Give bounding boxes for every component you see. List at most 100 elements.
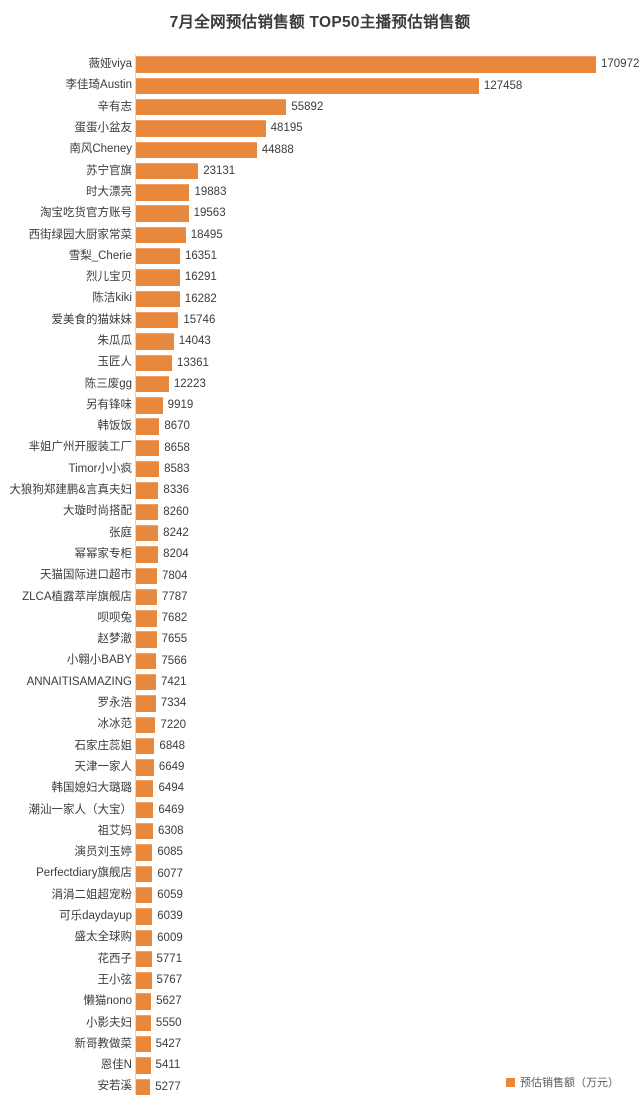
bar — [136, 162, 199, 180]
category-label: 韩国媳妇大璐璐 — [51, 782, 133, 795]
bar — [136, 567, 157, 584]
bar-value-label: 170972 — [601, 58, 640, 71]
category-label: 陈三废gg — [84, 377, 132, 390]
bar — [136, 141, 257, 158]
category-label: 韩饭饭 — [97, 420, 133, 433]
bar-row: 小影夫妇 5550 — [0, 1012, 640, 1033]
category-label: 大璇时尚搭配 — [63, 505, 132, 518]
category-label: 张庭 — [109, 526, 132, 539]
bar-and-value: 7566 — [136, 652, 187, 670]
bar — [136, 56, 596, 73]
category-label: Timor小小疯 — [68, 462, 132, 475]
bar — [136, 759, 154, 776]
bar-value-label: 8242 — [163, 526, 189, 539]
bar — [136, 461, 160, 478]
category-label: 爱美食的猫妹妹 — [51, 313, 133, 326]
bar-row: 苏宁官旗 23131 — [0, 160, 640, 181]
bar-row: 潮汕一家人（大宝） 6469 — [0, 799, 640, 820]
bar — [136, 1014, 151, 1032]
bar-value-label: 5767 — [156, 974, 183, 987]
bar-and-value: 7220 — [136, 716, 186, 733]
category-label: 呗呗兔 — [97, 611, 133, 624]
bar — [136, 269, 180, 286]
bar-row: 芈姐广州开服装工厂 8658 — [0, 437, 640, 458]
bar-row: 爱美食的猫妹妹 15746 — [0, 310, 640, 331]
bar-value-label: 6085 — [157, 846, 183, 859]
bar-and-value: 6469 — [136, 801, 184, 819]
bar-value-label: 14043 — [178, 335, 211, 348]
category-label: 苏宁官旗 — [86, 164, 132, 177]
bar-value-label: 6469 — [158, 803, 184, 816]
bar — [136, 993, 152, 1010]
bar-and-value: 6009 — [136, 929, 183, 946]
bar-and-value: 14043 — [136, 333, 211, 350]
bar-and-value: 6059 — [136, 886, 183, 904]
bar-row: Timor小小疯 8583 — [0, 459, 640, 480]
bar-row: 祖艾妈 6308 — [0, 821, 640, 842]
bar — [136, 865, 153, 883]
bar-value-label: 5277 — [155, 1080, 181, 1093]
category-label: 蛋蛋小盆友 — [74, 122, 133, 135]
bar-value-label: 8583 — [164, 463, 190, 476]
bar — [136, 674, 156, 691]
bar-and-value: 6077 — [136, 865, 183, 883]
bar-and-value: 170972 — [136, 56, 640, 73]
bar-value-label: 55892 — [291, 100, 324, 113]
bar-row: 薇娅viya 170972 — [0, 54, 640, 75]
bar-row: 花西子 5771 — [0, 948, 640, 969]
bar-and-value: 55892 — [136, 98, 324, 116]
bar-value-label: 5771 — [156, 952, 183, 965]
bar-and-value: 48195 — [136, 120, 303, 137]
bar-value-label: 19563 — [193, 207, 226, 220]
bar — [136, 972, 152, 989]
category-label: 赵梦澈 — [97, 633, 133, 646]
bar-row: 恩佳N 5411 — [0, 1055, 640, 1076]
bar-and-value: 8583 — [136, 461, 190, 478]
bar — [136, 716, 156, 733]
bar — [136, 844, 153, 861]
bar-row: 可乐daydayup 6039 — [0, 906, 640, 927]
bar-value-label: 7787 — [161, 590, 188, 603]
bar — [136, 588, 157, 606]
category-label: 盛太全球购 — [74, 931, 133, 944]
bar-row: 涓涓二姐超宠粉 6059 — [0, 885, 640, 906]
bar-value-label: 5427 — [155, 1038, 182, 1051]
category-label: 可乐daydayup — [59, 910, 132, 923]
bar-value-label: 13361 — [176, 356, 209, 369]
category-label: 花西子 — [97, 952, 133, 965]
bar-and-value: 8204 — [136, 546, 189, 563]
bar-row: 赵梦澈 7655 — [0, 629, 640, 650]
bar-value-label: 5550 — [155, 1016, 182, 1029]
bar-and-value: 16351 — [136, 248, 217, 265]
bar-value-label: 48195 — [270, 122, 303, 135]
bar-and-value: 5277 — [136, 1078, 181, 1096]
bar-row: 陈三废gg 12223 — [0, 373, 640, 394]
legend-label: 预估销售额（万元） — [520, 1077, 619, 1089]
bar — [136, 226, 186, 244]
bar-row: 罗永浩 7334 — [0, 693, 640, 714]
bar-value-label: 9919 — [167, 399, 194, 412]
bar-value-label: 18495 — [190, 228, 223, 241]
bar-value-label: 8260 — [163, 505, 189, 518]
category-label: 天猫国际进口超市 — [40, 569, 132, 582]
bar-value-label: 5411 — [155, 1059, 181, 1072]
category-label: 雪梨_Cherie — [68, 249, 132, 262]
category-label: 西街绿园大厨家常菜 — [28, 228, 133, 241]
category-label: Perfectdiary旗舰店 — [36, 867, 132, 880]
bar — [136, 950, 152, 968]
bar-row: 西街绿园大厨家常菜 18495 — [0, 224, 640, 245]
category-label: 陈洁kiki — [92, 292, 132, 305]
bar-value-label: 7421 — [160, 676, 187, 688]
bar-row: 朱瓜瓜 14043 — [0, 331, 640, 352]
bar-and-value: 7682 — [136, 610, 187, 627]
category-label: 石家庄蕊姐 — [74, 739, 133, 752]
bar-row: 陈洁kiki 16282 — [0, 288, 640, 309]
bar-and-value: 8336 — [136, 482, 189, 499]
bar-value-label: 5627 — [156, 995, 182, 1008]
bar — [136, 929, 153, 946]
bar-and-value: 8670 — [136, 418, 190, 435]
bar — [136, 248, 180, 265]
bar-value-label: 7655 — [161, 633, 188, 646]
bar-value-label: 16282 — [184, 292, 217, 305]
